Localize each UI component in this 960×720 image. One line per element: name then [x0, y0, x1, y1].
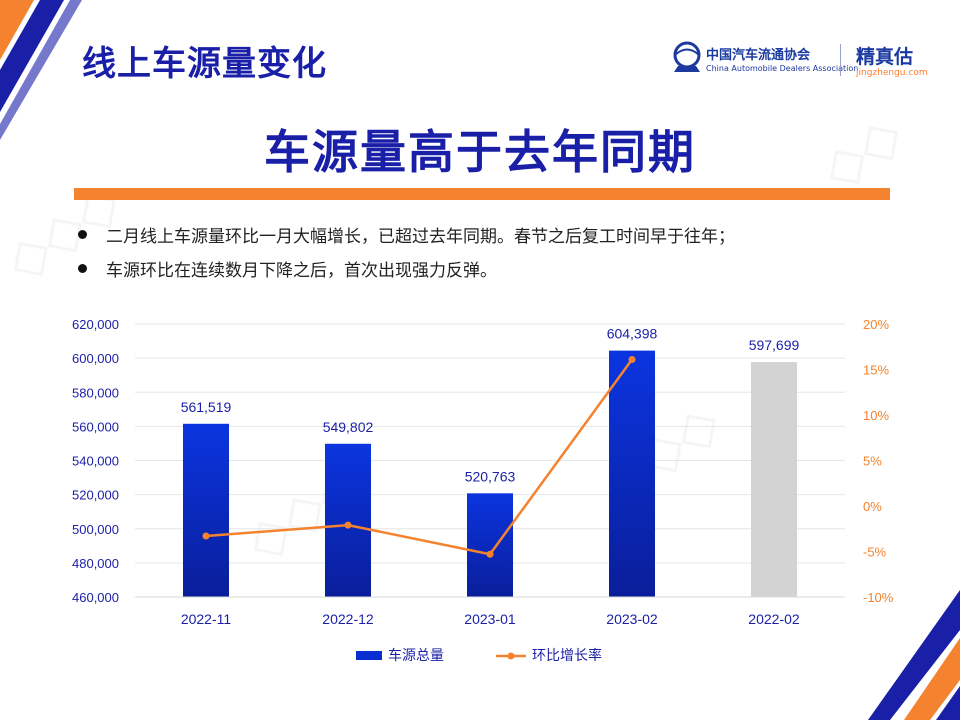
bar-data-label: 561,519 [181, 399, 232, 415]
headline: 车源量高于去年同期 [264, 125, 696, 179]
x-axis-tick-label: 2022-02 [748, 611, 800, 627]
bullet-text: 车源环比在连续数月下降之后，首次出现强力反弹。 [106, 261, 497, 281]
growth-rate-point [486, 550, 494, 558]
growth-rate-point [202, 532, 210, 540]
logo-group: 中国汽车流通协会 China Automobile Dealers Associ… [670, 40, 930, 80]
bar [609, 350, 655, 597]
left-axis-tick-label: 620,000 [72, 317, 119, 332]
left-axis-tick-label: 520,000 [72, 488, 119, 503]
jingzhengu-logo: 精真估 [856, 46, 914, 68]
bullet-text: 二月线上车源量环比一月大幅增长，已超过去年同期。春节之后复工时间早于往年； [106, 227, 735, 247]
x-axis-tick-label: 2022-12 [322, 611, 374, 627]
left-axis-tick-label: 480,000 [72, 556, 119, 571]
bar-data-label: 520,763 [465, 468, 516, 484]
left-axis-tick-label: 540,000 [72, 454, 119, 469]
bullet-item: 车源环比在连续数月下降之后，首次出现强力反弹。 [76, 256, 735, 290]
bar-data-label: 604,398 [607, 326, 658, 342]
right-axis-tick-label: -5% [863, 545, 887, 560]
growth-rate-line [205, 358, 634, 556]
bullet-dot-icon [78, 230, 87, 239]
right-axis-tick-label: 0% [863, 499, 882, 514]
top-left-corner-decoration [0, 0, 82, 140]
legend-swatch-line-marker [507, 652, 515, 660]
right-axis-tick-label: 10% [863, 408, 889, 423]
left-axis-tick-label: 560,000 [72, 419, 119, 434]
page-title: 线上车源量变化 [82, 44, 327, 84]
cada-name-cn: 中国汽车流通协会 [706, 48, 811, 63]
bullet-dot-icon [78, 264, 87, 273]
x-axis-tick-label: 2023-02 [606, 611, 658, 627]
bar-data-label: 549,802 [323, 419, 374, 435]
x-axis-tick-label: 2023-01 [464, 611, 516, 627]
bar-data-label: 597,699 [749, 337, 800, 353]
left-axis-tick-label: 460,000 [72, 590, 119, 605]
jingzhengu-url: jingzhengu.com [856, 68, 928, 78]
orange-divider [74, 188, 890, 200]
left-axis-tick-label: 500,000 [72, 522, 119, 537]
right-axis-tick-label: 15% [863, 363, 889, 378]
logo-divider [840, 44, 841, 76]
legend-label-bar: 车源总量 [388, 647, 444, 663]
combo-chart: 460,000 480,000 500,000 520,000 540,000 560,0… [72, 317, 894, 663]
growth-rate-point [344, 521, 352, 529]
right-axis-tick-label: 5% [863, 454, 882, 469]
legend-label-line: 环比增长率 [532, 647, 602, 663]
bullet-item: 二月线上车源量环比一月大幅增长，已超过去年同期。春节之后复工时间早于往年； [76, 222, 735, 256]
bullet-list: 二月线上车源量环比一月大幅增长，已超过去年同期。春节之后复工时间早于往年； 车源… [76, 222, 735, 290]
bar [183, 423, 229, 597]
cada-logo-icon [673, 41, 701, 72]
right-axis-tick-label: 20% [863, 317, 889, 332]
left-axis-tick-label: 580,000 [72, 385, 119, 400]
growth-rate-point [628, 355, 636, 363]
bar [751, 362, 797, 597]
x-axis-tick-label: 2022-11 [181, 611, 232, 627]
bar [325, 443, 371, 597]
right-axis-tick-label: -10% [863, 590, 894, 605]
bottom-right-corner-decoration [868, 590, 960, 720]
legend-swatch-bar [356, 651, 382, 660]
cada-name-en: China Automobile Dealers Association [706, 64, 859, 73]
bar [467, 493, 513, 597]
left-axis-tick-label: 600,000 [72, 351, 119, 366]
